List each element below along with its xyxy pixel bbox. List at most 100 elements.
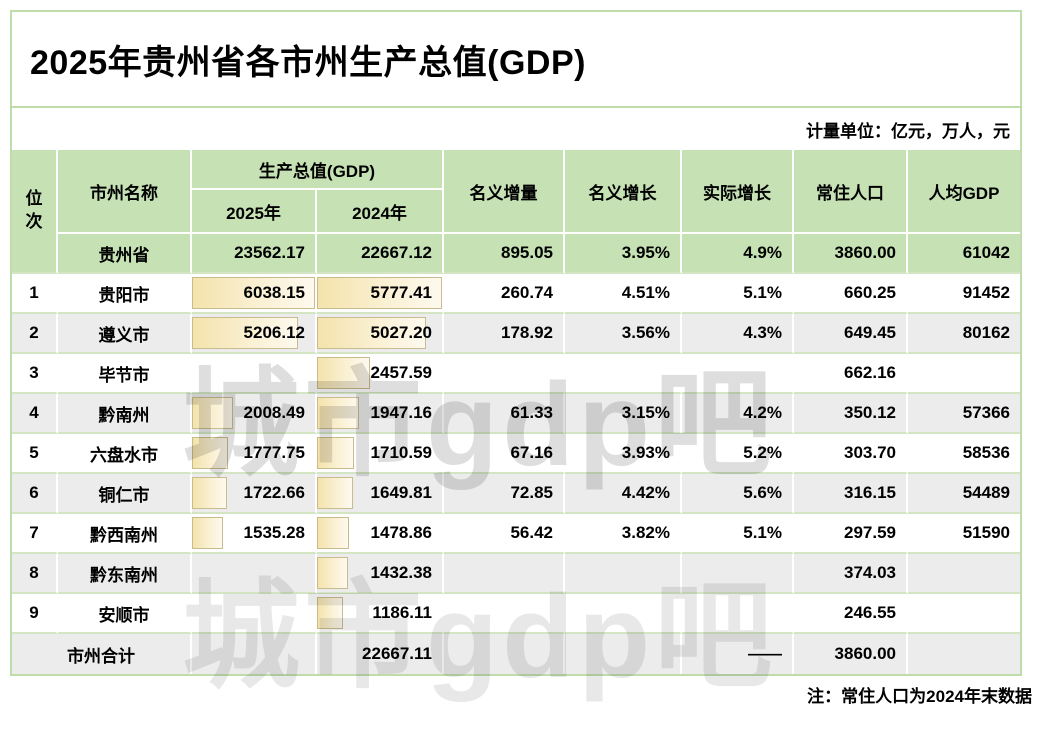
gdp-data-bar xyxy=(317,517,349,549)
page-title: 2025年贵州省各市州生产总值(GDP) xyxy=(30,43,586,82)
cell-inc xyxy=(444,554,565,594)
cell-real xyxy=(682,354,794,394)
gdp-data-bar xyxy=(192,517,224,549)
cell-nom: 3.93% xyxy=(565,434,682,474)
header-city-name: 市州名称 xyxy=(58,150,192,234)
cell-pc: 57366 xyxy=(908,394,1020,434)
total-real-cell: —— xyxy=(682,634,794,674)
cell-real: 4.2% xyxy=(682,394,794,434)
gdp-data-bar xyxy=(317,437,354,469)
cell-real: 5.6% xyxy=(682,474,794,514)
total-inc-cell xyxy=(444,634,565,674)
cell-nom: 4.42% xyxy=(565,474,682,514)
cell-gdp_2025: 1722.66 xyxy=(192,474,317,514)
header-nominal-growth: 名义增长 xyxy=(565,150,682,234)
gdp-data-bar xyxy=(317,357,371,389)
cell-nom xyxy=(565,354,682,394)
province-gdp_2024-cell: 22667.12 xyxy=(317,234,444,274)
province-gdp_2025-cell: 23562.17 xyxy=(192,234,317,274)
cell-gdp_2025: 2008.49 xyxy=(192,394,317,434)
city-name-cell: 毕节市 xyxy=(58,354,192,394)
gdp-data-bar xyxy=(317,317,426,349)
header-gdp-group: 生产总值(GDP) xyxy=(192,150,444,190)
total-pc-cell xyxy=(908,634,1020,674)
city-name-cell: 安顺市 xyxy=(58,594,192,634)
cell-pop: 303.70 xyxy=(794,434,908,474)
cell-gdp_2024: 1432.38 xyxy=(317,554,444,594)
cell-pop: 660.25 xyxy=(794,274,908,314)
cell-gdp_2024: 1947.16 xyxy=(317,394,444,434)
gdp-data-bar xyxy=(192,317,299,349)
gdp-data-bar xyxy=(192,477,228,509)
cell-pop: 350.12 xyxy=(794,394,908,434)
city-name-cell: 遵义市 xyxy=(58,314,192,354)
rank-cell: 8 xyxy=(12,554,58,594)
cell-gdp_2025: 6038.15 xyxy=(192,274,317,314)
cell-gdp_2025 xyxy=(192,554,317,594)
cell-real: 5.2% xyxy=(682,434,794,474)
header-rank: 位次 xyxy=(12,150,58,274)
cell-nom: 3.56% xyxy=(565,314,682,354)
province-pc-cell: 61042 xyxy=(908,234,1020,274)
rank-cell: 5 xyxy=(12,434,58,474)
cell-inc: 61.33 xyxy=(444,394,565,434)
cell-gdp_2025: 1777.75 xyxy=(192,434,317,474)
cell-real: 5.1% xyxy=(682,274,794,314)
cell-real xyxy=(682,554,794,594)
cell-pc xyxy=(908,354,1020,394)
gdp-data-bar xyxy=(192,397,233,429)
province-name-cell: 贵州省 xyxy=(58,234,192,274)
city-name-cell: 黔南州 xyxy=(58,394,192,434)
gdp-data-bar xyxy=(317,277,442,309)
cell-inc: 56.42 xyxy=(444,514,565,554)
gdp-data-bar xyxy=(192,277,315,309)
cell-gdp_2024: 1478.86 xyxy=(317,514,444,554)
header-population: 常住人口 xyxy=(794,150,908,234)
total-pop-cell: 3860.00 xyxy=(794,634,908,674)
cell-nom xyxy=(565,554,682,594)
total-gdp_2025-cell xyxy=(192,634,317,674)
cell-pop: 374.03 xyxy=(794,554,908,594)
sheet-frame: 2025年贵州省各市州生产总值(GDP) 计量单位：亿元，万人，元 位次 市州名… xyxy=(10,10,1022,676)
cell-pop: 649.45 xyxy=(794,314,908,354)
city-name-cell: 铜仁市 xyxy=(58,474,192,514)
cell-gdp_2024: 5777.41 xyxy=(317,274,444,314)
total-gdp_2024-cell: 22667.11 xyxy=(317,634,444,674)
city-name-cell: 六盘水市 xyxy=(58,434,192,474)
rank-cell: 9 xyxy=(12,594,58,634)
header-gdp-per-capita: 人均GDP xyxy=(908,150,1020,234)
cell-inc: 260.74 xyxy=(444,274,565,314)
cell-pc xyxy=(908,594,1020,634)
cell-nom: 3.82% xyxy=(565,514,682,554)
cell-nom xyxy=(565,594,682,634)
cell-pop: 662.16 xyxy=(794,354,908,394)
cell-gdp_2024: 1186.11 xyxy=(317,594,444,634)
cell-pc xyxy=(908,554,1020,594)
cell-real: 4.3% xyxy=(682,314,794,354)
total-label-cell: 市州合计 xyxy=(12,634,192,674)
rank-cell: 7 xyxy=(12,514,58,554)
province-real-cell: 4.9% xyxy=(682,234,794,274)
city-name-cell: 黔东南州 xyxy=(58,554,192,594)
cell-nom: 3.15% xyxy=(565,394,682,434)
cell-pc: 58536 xyxy=(908,434,1020,474)
units-note: 计量单位：亿元，万人，元 xyxy=(806,121,1010,141)
cell-pc: 91452 xyxy=(908,274,1020,314)
footnote: 注：常住人口为2024年末数据 xyxy=(807,687,1032,706)
cell-pop: 246.55 xyxy=(794,594,908,634)
cell-gdp_2024: 5027.20 xyxy=(317,314,444,354)
cell-gdp_2025 xyxy=(192,594,317,634)
rank-cell: 4 xyxy=(12,394,58,434)
city-name-cell: 黔西南州 xyxy=(58,514,192,554)
cell-gdp_2024: 2457.59 xyxy=(317,354,444,394)
cell-gdp_2024: 1649.81 xyxy=(317,474,444,514)
city-name-cell: 贵阳市 xyxy=(58,274,192,314)
cell-inc: 178.92 xyxy=(444,314,565,354)
cell-real xyxy=(682,594,794,634)
cell-real: 5.1% xyxy=(682,514,794,554)
cell-pop: 297.59 xyxy=(794,514,908,554)
gdp-data-bar xyxy=(317,477,353,509)
cell-nom: 4.51% xyxy=(565,274,682,314)
cell-gdp_2025 xyxy=(192,354,317,394)
